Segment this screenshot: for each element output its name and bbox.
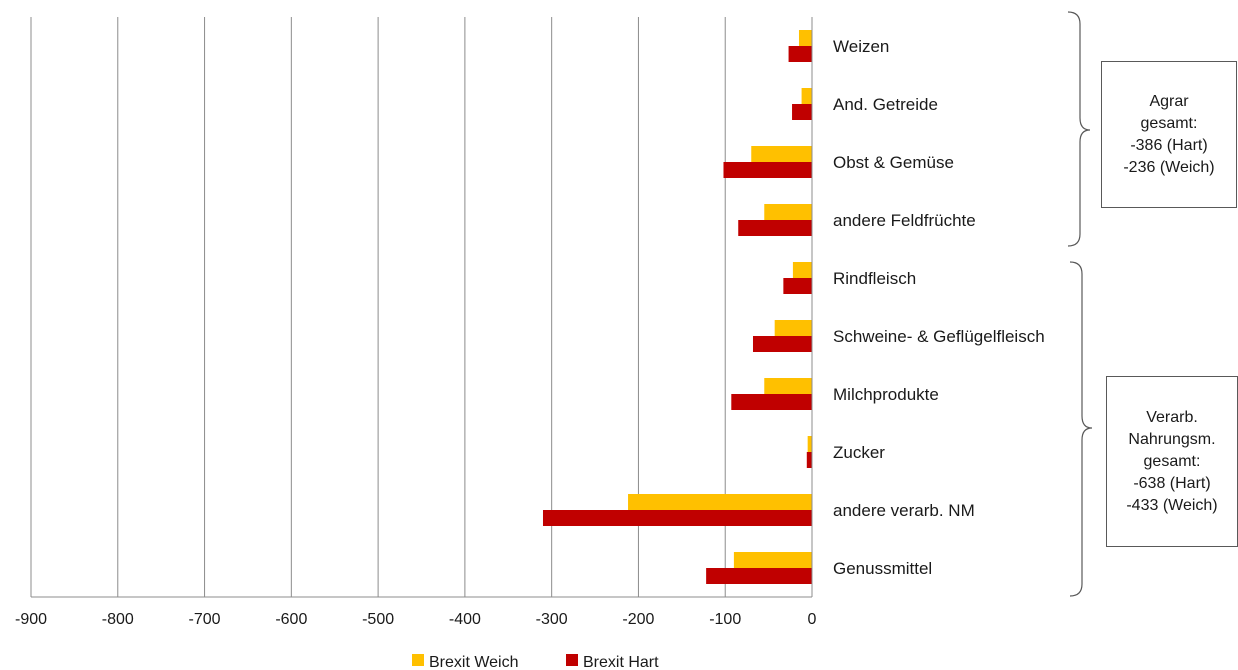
annotation-agrar-line-1: Agrar [1149,92,1189,110]
category-label: andere Feldfrüchte [833,211,976,230]
brace-verarb [1069,261,1093,597]
annotation-agrar-line-4: -236 (Weich) [1123,158,1215,176]
bar-brexit-weich [764,204,812,220]
bar-brexit-weich [628,494,812,510]
bar-brexit-weich [807,436,812,452]
brace-agrar [1067,11,1091,247]
legend-label-weich: Brexit Weich [429,654,519,670]
legend-label-hart: Brexit Hart [583,654,659,670]
bar-brexit-weich [801,88,812,104]
braces [1067,11,1093,597]
category-label: Obst & Gemüse [833,153,954,172]
bar-brexit-hart [806,452,812,468]
annotation-agrar-line-3: -386 (Hart) [1130,136,1208,154]
bar-brexit-weich [751,146,812,162]
x-tick-label: -900 [15,611,47,628]
annotation-verarb-line-2: Nahrungsm. [1128,430,1216,448]
bar-brexit-hart [788,46,812,62]
category-label: Rindfleisch [833,269,916,288]
x-tick-label: -800 [102,611,134,628]
bar-brexit-hart [723,162,812,178]
annotation-verarb-line-5: -433 (Weich) [1126,496,1218,514]
category-labels: Weizen And. Getreide Obst & Gemüse andere F… [833,37,1045,578]
category-label: andere verarb. NM [833,501,975,520]
category-label: Milchprodukte [833,385,939,404]
x-tick-label: -500 [362,611,394,628]
x-tick-label: -700 [189,611,221,628]
bar-brexit-hart [752,336,812,352]
bar-brexit-weich [764,378,812,394]
bar-brexit-hart [542,510,812,526]
category-label: Weizen [833,37,889,56]
annotation-agrar: Agrar gesamt: -386 (Hart) -236 (Weich) [1101,61,1237,208]
bar-brexit-weich [792,262,812,278]
x-axis-ticks: -900 -800 -700 -600 -500 -400 -300 -200 -100 0 [15,611,817,628]
annotation-verarb-line-4: -638 (Hart) [1133,474,1211,492]
x-tick-label: 0 [808,611,817,628]
bar-brexit-hart [706,568,812,584]
legend-swatch-hart [566,654,578,666]
bar-brexit-weich [774,320,812,336]
bars [542,17,813,597]
annotation-verarb-line-3: gesamt: [1143,452,1201,470]
annotation-verarb-line-1: Verarb. [1146,408,1198,426]
category-label: And. Getreide [833,95,938,114]
x-tick-label: -600 [275,611,307,628]
category-label: Schweine- & Geflügelfleisch [833,327,1045,346]
bar-brexit-weich [733,552,812,568]
x-tick-label: -400 [449,611,481,628]
x-tick-label: -100 [709,611,741,628]
bar-brexit-hart [738,220,812,236]
bar-brexit-weich [798,30,812,46]
annotation-verarb: Verarb. Nahrungsm. gesamt: -638 (Hart) -… [1106,376,1238,547]
bar-brexit-hart [792,104,812,120]
annotation-agrar-line-2: gesamt: [1140,114,1198,132]
bar-brexit-hart [731,394,812,410]
bar-brexit-hart [783,278,812,294]
x-tick-label: -200 [622,611,654,628]
category-label: Zucker [833,443,885,462]
legend-swatch-weich [412,654,424,666]
x-tick-label: -300 [536,611,568,628]
grid-lines [30,17,812,598]
category-label: Genussmittel [833,559,932,578]
legend: Brexit Weich Brexit Hart [412,654,659,670]
